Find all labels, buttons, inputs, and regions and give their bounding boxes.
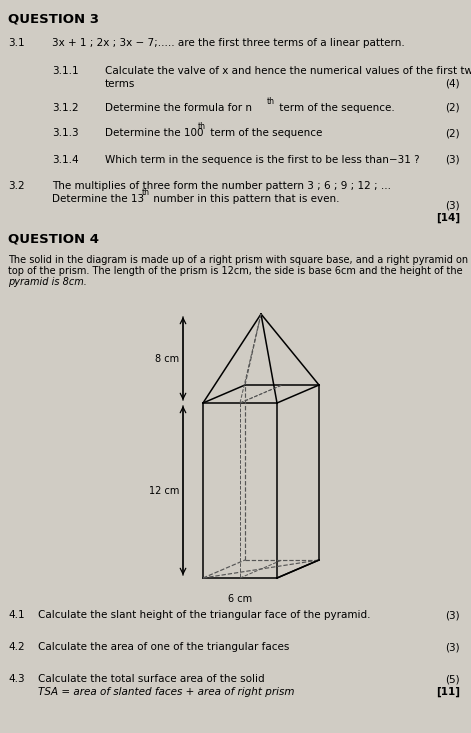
- Text: 4.1: 4.1: [8, 610, 24, 620]
- Text: terms: terms: [105, 79, 135, 89]
- Text: 12 cm: 12 cm: [149, 485, 179, 496]
- Text: 3.1.3: 3.1.3: [52, 128, 79, 138]
- Text: 3.1.2: 3.1.2: [52, 103, 79, 113]
- Text: Determine the 100: Determine the 100: [105, 128, 203, 138]
- Text: [11]: [11]: [436, 687, 460, 697]
- Text: number in this pattern that is even.: number in this pattern that is even.: [150, 194, 340, 204]
- Text: (3): (3): [446, 200, 460, 210]
- Text: The multiplies of three form the number pattern 3 ; 6 ; 9 ; 12 ; ...: The multiplies of three form the number …: [52, 181, 391, 191]
- Text: 4.2: 4.2: [8, 642, 24, 652]
- Text: th: th: [198, 122, 206, 131]
- Text: Determine the formula for n: Determine the formula for n: [105, 103, 252, 113]
- Text: 3x + 1 ; 2x ; 3x − 7;..... are the first three terms of a linear pattern.: 3x + 1 ; 2x ; 3x − 7;..... are the first…: [52, 38, 405, 48]
- Text: (2): (2): [446, 128, 460, 138]
- Text: (3): (3): [446, 155, 460, 165]
- Text: top of the prism. The length of the prism is 12cm, the side is base 6cm and the : top of the prism. The length of the pris…: [8, 266, 463, 276]
- Text: 3.2: 3.2: [8, 181, 24, 191]
- Text: QUESTION 4: QUESTION 4: [8, 233, 99, 246]
- Text: Calculate the valve of x and hence the numerical values of the first two: Calculate the valve of x and hence the n…: [105, 66, 471, 76]
- Text: (5): (5): [446, 674, 460, 684]
- Text: 3.1.4: 3.1.4: [52, 155, 79, 165]
- Text: QUESTION 3: QUESTION 3: [8, 12, 99, 25]
- Text: term of the sequence: term of the sequence: [207, 128, 322, 138]
- Text: Calculate the slant height of the triangular face of the pyramid.: Calculate the slant height of the triang…: [38, 610, 371, 620]
- Text: Calculate the area of one of the triangular faces: Calculate the area of one of the triangu…: [38, 642, 289, 652]
- Text: (2): (2): [446, 103, 460, 113]
- Text: The solid in the diagram is made up of a right prism with square base, and a rig: The solid in the diagram is made up of a…: [8, 255, 468, 265]
- Text: Which term in the sequence is the first to be less than−31 ?: Which term in the sequence is the first …: [105, 155, 420, 165]
- Text: term of the sequence.: term of the sequence.: [276, 103, 395, 113]
- Text: 3.1.1: 3.1.1: [52, 66, 79, 76]
- Text: pyramid is 8cm.: pyramid is 8cm.: [8, 277, 87, 287]
- Text: 8 cm: 8 cm: [155, 353, 179, 364]
- Text: 6 cm: 6 cm: [228, 594, 252, 604]
- Text: Calculate the total surface area of the solid: Calculate the total surface area of the …: [38, 674, 265, 684]
- Text: (3): (3): [446, 642, 460, 652]
- Text: th: th: [142, 188, 150, 197]
- Text: 4.3: 4.3: [8, 674, 24, 684]
- Text: TSA = area of slanted faces + area of right prism: TSA = area of slanted faces + area of ri…: [38, 687, 294, 697]
- Text: (4): (4): [446, 79, 460, 89]
- Text: (3): (3): [446, 610, 460, 620]
- Text: th: th: [267, 97, 275, 106]
- Text: 3.1: 3.1: [8, 38, 24, 48]
- Text: [14]: [14]: [436, 213, 460, 224]
- Text: Determine the 13: Determine the 13: [52, 194, 144, 204]
